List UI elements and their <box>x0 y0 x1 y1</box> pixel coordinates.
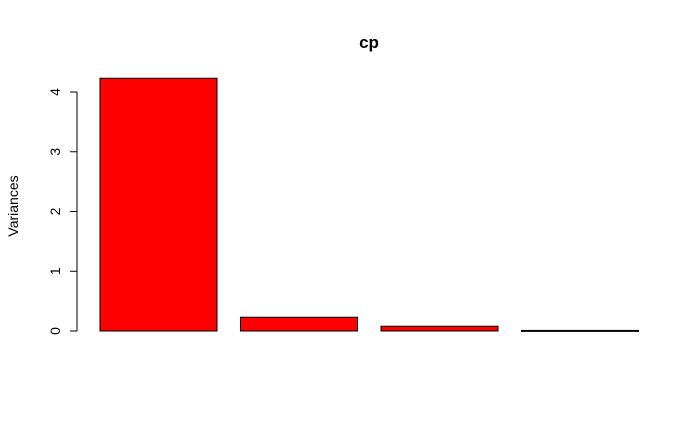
bar-1 <box>99 77 218 332</box>
y-tick-label-3: 3 <box>47 148 63 156</box>
bar-3 <box>380 325 499 332</box>
y-tick-label-4: 4 <box>47 88 63 96</box>
y-axis: 0 1 2 3 4 <box>47 88 78 335</box>
y-tick-label-2: 2 <box>47 207 63 215</box>
y-axis-label: Variances <box>5 175 21 236</box>
bar-2 <box>240 316 358 332</box>
y-tick-label-1: 1 <box>47 267 63 275</box>
y-tick-label-0: 0 <box>47 327 63 335</box>
chart-title: cp <box>359 33 379 52</box>
bar-4 <box>521 329 639 332</box>
bars-group <box>99 77 639 332</box>
